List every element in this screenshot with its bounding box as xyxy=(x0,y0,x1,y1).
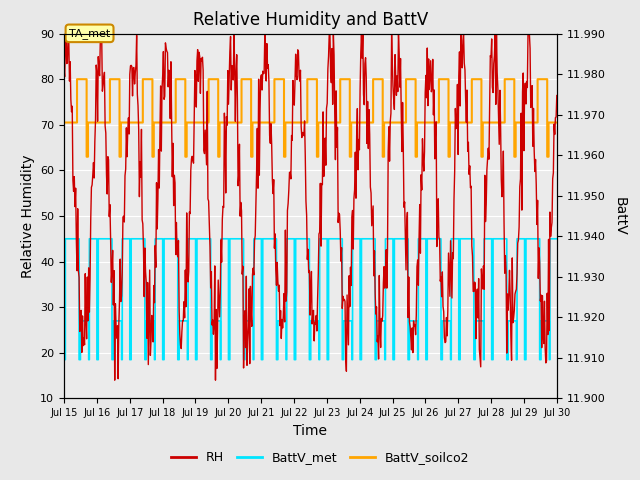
BattV_met xyxy=(60,357,68,362)
Line: BattV_soilco2: BattV_soilco2 xyxy=(64,79,557,156)
BattV_met xyxy=(385,236,393,241)
RH xyxy=(171,180,179,186)
BattV_met xyxy=(371,236,378,241)
BattV_soilco2 xyxy=(171,120,179,125)
BattV_met xyxy=(61,236,69,241)
RH xyxy=(60,66,68,72)
BattV_met xyxy=(553,236,561,241)
BattV_soilco2 xyxy=(60,120,68,125)
Line: BattV_met: BattV_met xyxy=(64,239,557,360)
BattV_met xyxy=(70,236,77,241)
X-axis label: Time: Time xyxy=(293,424,328,438)
RH xyxy=(70,189,77,194)
RH xyxy=(553,93,561,98)
RH xyxy=(111,377,118,383)
BattV_soilco2 xyxy=(69,120,77,125)
Text: TA_met: TA_met xyxy=(69,28,110,39)
Y-axis label: Relative Humidity: Relative Humidity xyxy=(20,154,35,278)
Y-axis label: BattV: BattV xyxy=(612,197,626,235)
BattV_soilco2 xyxy=(553,120,561,125)
BattV_soilco2 xyxy=(83,154,90,159)
BattV_soilco2 xyxy=(197,120,205,125)
RH xyxy=(371,291,379,297)
RH xyxy=(121,173,129,179)
RH xyxy=(197,56,205,61)
Legend: RH, BattV_met, BattV_soilco2: RH, BattV_met, BattV_soilco2 xyxy=(166,446,474,469)
RH xyxy=(386,158,394,164)
RH xyxy=(62,31,70,36)
BattV_met xyxy=(120,236,128,241)
BattV_met xyxy=(196,236,204,241)
BattV_soilco2 xyxy=(121,120,129,125)
Line: RH: RH xyxy=(64,34,557,380)
BattV_met xyxy=(170,236,178,241)
BattV_soilco2 xyxy=(73,76,81,82)
BattV_soilco2 xyxy=(386,120,394,125)
BattV_soilco2 xyxy=(371,76,379,82)
Title: Relative Humidity and BattV: Relative Humidity and BattV xyxy=(193,11,428,29)
